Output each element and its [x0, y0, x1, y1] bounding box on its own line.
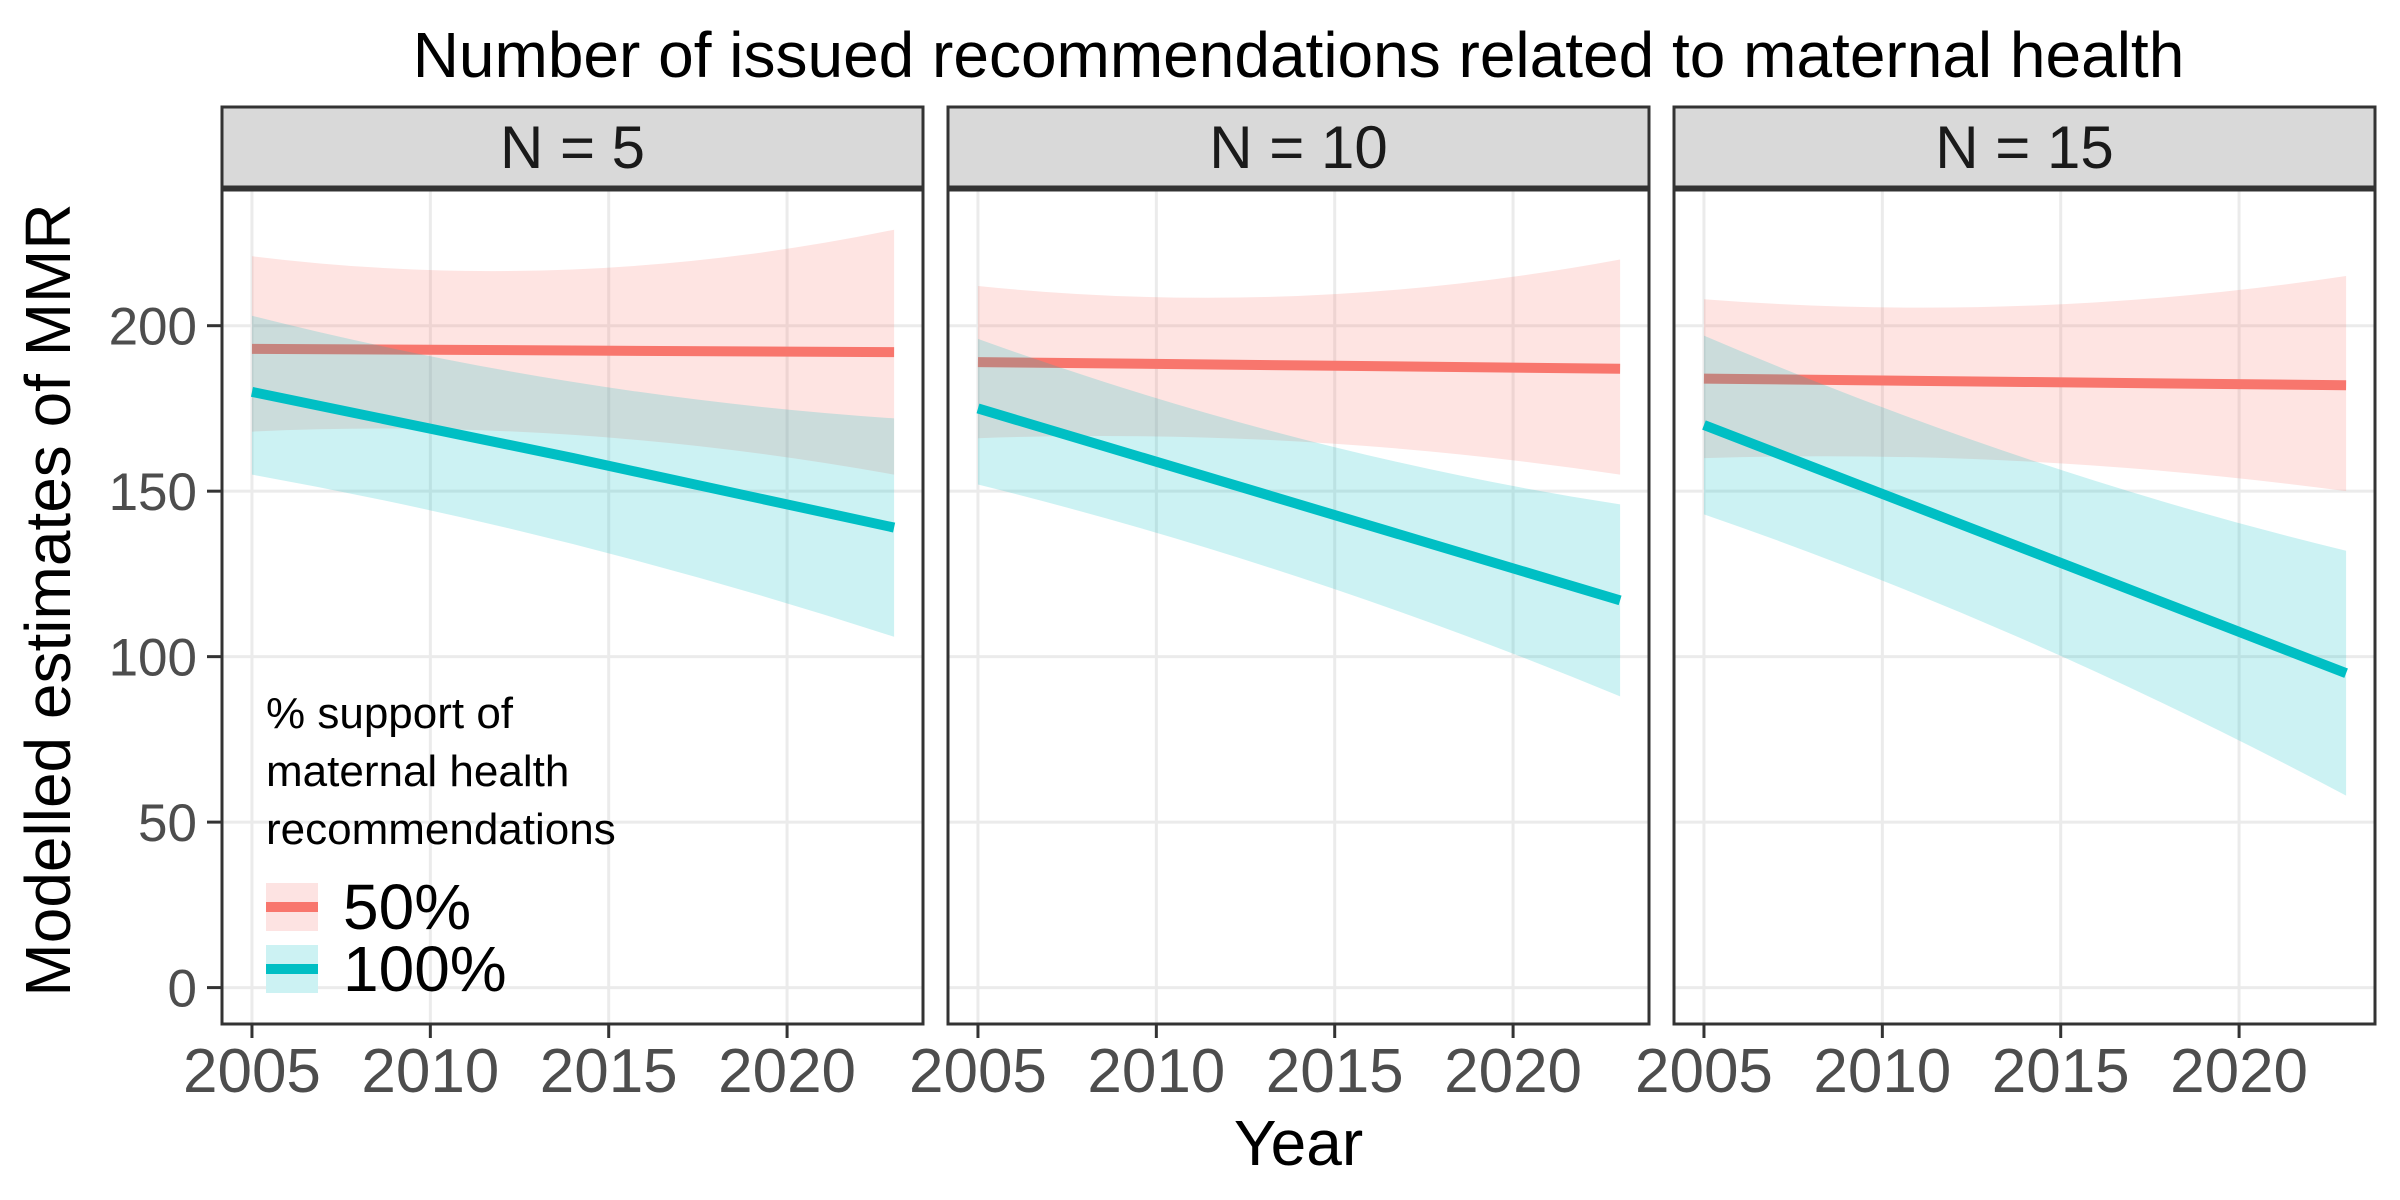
trend-line-50%	[1703, 373, 2347, 391]
x-tick-label: 2010	[361, 1037, 499, 1106]
legend: % support of maternal health recommendat…	[266, 685, 616, 1007]
x-tick-label: 2020	[718, 1037, 856, 1106]
x-tick-label: 2015	[1992, 1037, 2130, 1106]
facet-strip-label: N = 10	[1209, 114, 1387, 181]
trend-line-50%	[977, 357, 1621, 374]
plot-title: Number of issued recommendations related…	[412, 19, 2185, 91]
trend-line-50%	[251, 343, 895, 358]
x-tick-label: 2010	[1813, 1037, 1951, 1106]
legend-key-ribbon-50	[266, 883, 318, 931]
legend-title-line: maternal health	[266, 747, 570, 796]
panel-border	[1672, 188, 2377, 1026]
legend-key-line-100	[266, 964, 318, 974]
legend-item-label: 100%	[343, 933, 507, 1005]
panel-background	[222, 190, 923, 1024]
legend-item-label: 50%	[343, 871, 472, 943]
x-tick-label: 2020	[1444, 1037, 1582, 1106]
x-tick-label: 2005	[183, 1037, 321, 1106]
y-tick-label: 200	[109, 298, 197, 357]
trend-line-100%	[976, 403, 1622, 606]
y-tick-label: 100	[109, 629, 197, 688]
panel-border	[220, 188, 925, 1026]
x-tick-label: 2005	[1635, 1037, 1773, 1106]
legend-item-50: 50%	[266, 871, 616, 943]
y-tick-label: 150	[109, 463, 197, 522]
y-tick-label: 50	[138, 794, 197, 853]
x-tick-label: 2010	[1087, 1037, 1225, 1106]
x-axis-title: Year	[1233, 1107, 1364, 1179]
panel-border	[946, 188, 1651, 1026]
legend-items: 50% 100%	[266, 871, 616, 1005]
legend-title: % support of maternal health recommendat…	[266, 685, 616, 859]
y-tick-label: 0	[168, 960, 197, 1019]
x-tick-label: 2015	[540, 1037, 678, 1106]
legend-key-ribbon-100	[266, 945, 318, 993]
facet-strip-label: N = 15	[1935, 114, 2113, 181]
x-tick-label: 2015	[1266, 1037, 1404, 1106]
ci-ribbon-100%	[251, 315, 895, 637]
facet-strip	[1672, 105, 2377, 189]
facet-strip	[220, 105, 925, 189]
legend-title-line: % support of	[266, 689, 514, 738]
legend-key-line-50	[266, 902, 318, 912]
ci-ribbon-100%	[1703, 335, 2347, 796]
panel-background	[1674, 190, 2375, 1024]
trend-line-100%	[250, 386, 896, 533]
facet-strip-label: N = 5	[500, 114, 645, 181]
legend-title-line: recommendations	[266, 805, 616, 854]
x-tick-label: 2020	[2170, 1037, 2308, 1106]
facet-strip	[946, 105, 1651, 189]
trend-line-100%	[1702, 420, 2348, 678]
x-tick-label: 2005	[909, 1037, 1047, 1106]
panel-background	[948, 190, 1649, 1024]
y-axis-title: Modelled estimates of MMR	[12, 203, 84, 997]
legend-item-100: 100%	[266, 933, 616, 1005]
ci-ribbon-100%	[977, 338, 1621, 697]
